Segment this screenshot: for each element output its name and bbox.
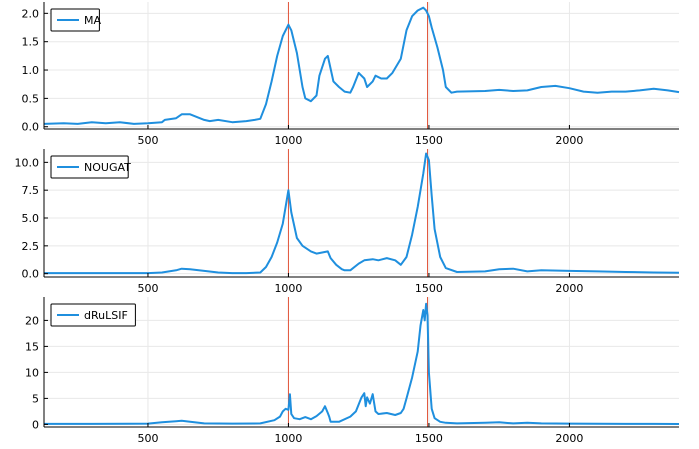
panel-1-x-tick-label: 2000 (555, 134, 583, 147)
panel-2-x-tick-label: 1000 (274, 282, 302, 295)
panel-2-y-tick-label: 0.0 (22, 268, 40, 281)
panel-2-y-tick-label: 2.5 (22, 240, 40, 253)
panel-1-x-tick-label: 500 (137, 134, 158, 147)
panel-2-legend: NOUGAT (50, 155, 131, 179)
panel-3-x-tick-label: 2000 (555, 432, 583, 445)
panel-1: 500 1000 1500 2000 0.0 0.5 1.0 1.5 2.0 MA (22, 2, 680, 147)
panel-1-y-tick-label: 2.0 (22, 7, 40, 20)
panel-1-x-tick-label: 1500 (415, 134, 443, 147)
panel-3-legend: dRuLSIF (50, 303, 136, 327)
panel-3-legend-box (50, 303, 136, 327)
panel-3-x-tick-label: 1000 (274, 432, 302, 445)
panel-2-y-tick-label: 10.0 (15, 156, 40, 169)
panel-2-series-line-NOUGAT (44, 152, 680, 275)
panel-2-legend-box (50, 155, 129, 179)
panel-3-legend-label: dRuLSIF (84, 309, 128, 322)
panel-3-y-tick-label: 10 (25, 366, 39, 379)
panel-3-y-tick-label: 20 (25, 314, 39, 327)
panel-2-x-tick-label: 2000 (555, 282, 583, 295)
panel-2: 500 1000 1500 2000 0.0 2.5 5.0 7.5 10.0 NOUGAT (15, 149, 680, 295)
panel-3-y-tick-label: 0 (32, 418, 39, 431)
panel-1-y-tick-label: 1.0 (22, 64, 40, 77)
panel-2-legend-label: NOUGAT (84, 161, 131, 174)
panel-2-x-tick-label: 1500 (415, 282, 443, 295)
panel-1-y-tick-label: 1.5 (22, 36, 40, 49)
panel-2-y-tick-label: 7.5 (22, 184, 40, 197)
panel-1-legend: MA (50, 8, 101, 32)
panel-3-series-line-dRuLSIF (44, 302, 680, 425)
panel-2-y-tick-label: 5.0 (22, 212, 40, 225)
panel-3-x-tick-label: 1500 (415, 432, 443, 445)
panel-3: 500 1000 1500 2000 0 5 10 15 20 dRuLSIF (25, 297, 680, 445)
panel-1-series-line-MA (43, 6, 680, 125)
panel-2-x-tick-label: 500 (137, 282, 158, 295)
panel-3-y-tick-label: 15 (25, 340, 39, 353)
panel-3-y-tick-label: 5 (32, 392, 39, 405)
panel-1-y-tick-label: 0.0 (22, 121, 40, 134)
panel-3-x-tick-label: 500 (137, 432, 158, 445)
panel-1-x-tick-label: 1000 (274, 134, 302, 147)
panel-1-y-tick-label: 0.5 (22, 92, 40, 105)
panel-1-legend-label: MA (84, 14, 101, 27)
